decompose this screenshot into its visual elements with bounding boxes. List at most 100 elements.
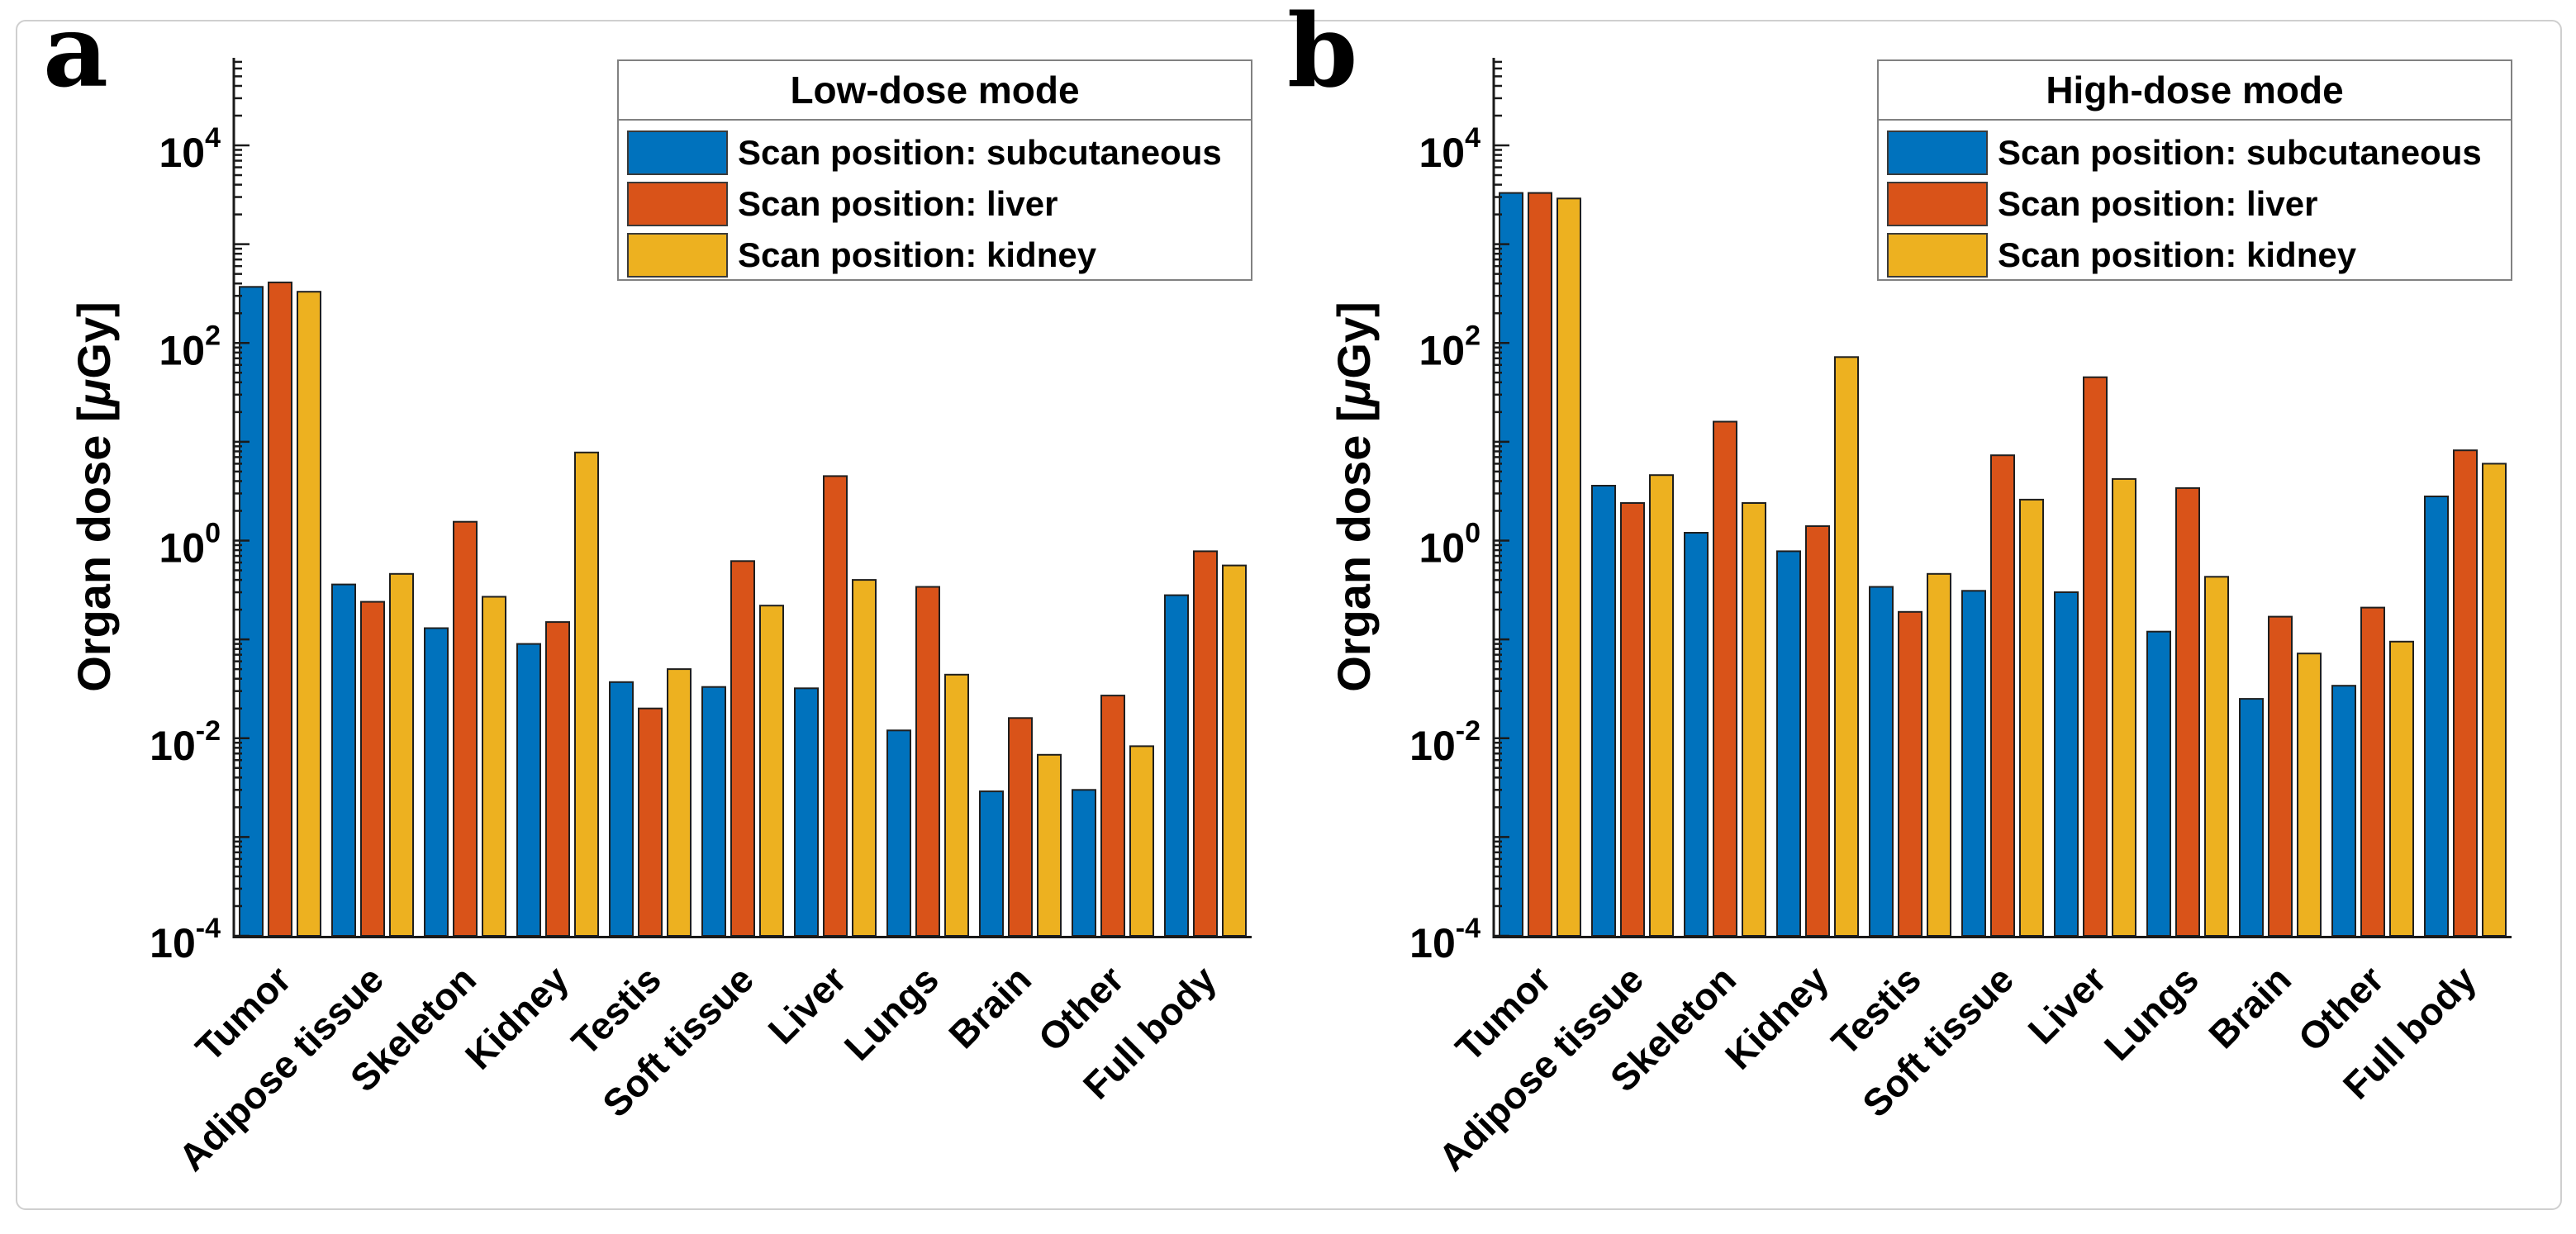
legend-swatch-kidney: [1887, 233, 1988, 278]
bar-low-dose-soft-tissue-kidney: [759, 605, 784, 937]
bar-low-dose-adipose-tissue-subcutaneous: [331, 583, 356, 937]
bar-high-dose-other-subcutaneous: [2331, 685, 2356, 937]
bar-high-dose-skeleton-kidney: [1742, 502, 1766, 937]
bar-low-dose-soft-tissue-subcutaneous: [701, 686, 726, 937]
bar-high-dose-kidney-liver: [1805, 525, 1830, 937]
bar-high-dose-other-liver: [2360, 606, 2385, 937]
y-axis-label-high-dose: Organ dose [μGy]: [1328, 301, 1380, 692]
bar-low-dose-testis-subcutaneous: [609, 681, 634, 937]
bar-high-dose-liver-subcutaneous: [2054, 591, 2079, 937]
bar-high-dose-brain-subcutaneous: [2239, 698, 2264, 937]
bar-low-dose-lungs-liver: [915, 586, 940, 937]
bar-low-dose-tumor-subcutaneous: [239, 286, 264, 937]
series-kidney: [1557, 197, 2507, 937]
bar-low-dose-soft-tissue-liver: [730, 560, 755, 937]
bar-high-dose-tumor-subcutaneous: [1499, 192, 1523, 937]
x-tick-label-low-dose-brain: Brain: [940, 957, 1039, 1056]
series-kidney: [297, 291, 1247, 937]
legend-entry-liver: Scan position: liver: [1887, 179, 2504, 229]
bar-high-dose-adipose-tissue-liver: [1620, 502, 1645, 937]
bar-high-dose-full-body-subcutaneous: [2424, 496, 2449, 937]
y-tick-label-high-dose-1e-4: 10-4: [1409, 913, 1480, 966]
panel-letter-a: a: [43, 0, 109, 110]
legend-high-dose: High-dose mode Scan position: subcutaneo…: [1877, 59, 2512, 281]
series-subcutaneous: [239, 286, 1189, 937]
bar-high-dose-testis-liver: [1898, 610, 1922, 937]
bar-high-dose-adipose-tissue-subcutaneous: [1591, 485, 1616, 937]
legend-swatch-liver: [627, 182, 728, 226]
y-axis-label-low-dose: Organ dose [μGy]: [68, 301, 120, 692]
legend-swatch-subcutaneous: [627, 131, 728, 175]
bar-low-dose-lungs-subcutaneous: [886, 729, 911, 937]
bar-high-dose-kidney-kidney: [1834, 356, 1859, 937]
bar-low-dose-adipose-tissue-kidney: [389, 572, 414, 937]
y-tick-label-low-dose-1e0: 100: [159, 518, 221, 572]
panel-letter-b: b: [1287, 0, 1358, 110]
y-tick-label-low-dose-1e-4: 10-4: [150, 913, 221, 966]
legend-entries: Scan position: subcutaneous Scan positio…: [619, 121, 1251, 280]
y-tick-label-high-dose-1e4: 104: [1419, 122, 1480, 176]
bar-low-dose-full-body-liver: [1193, 550, 1218, 937]
bar-low-dose-tumor-liver: [268, 281, 292, 937]
bar-high-dose-lungs-subcutaneous: [2146, 630, 2171, 937]
bar-low-dose-liver-kidney: [852, 579, 877, 937]
bar-high-dose-brain-kidney: [2297, 653, 2322, 937]
y-tick-label-high-dose-1e-2: 10-2: [1409, 715, 1480, 769]
bar-high-dose-soft-tissue-subcutaneous: [1961, 590, 1986, 937]
bar-low-dose-brain-liver: [1008, 717, 1033, 937]
legend-entry-liver: Scan position: liver: [627, 179, 1244, 229]
bar-low-dose-skeleton-kidney: [482, 596, 506, 937]
legend-entry-subcutaneous: Scan position: subcutaneous: [627, 128, 1244, 178]
bar-high-dose-testis-subcutaneous: [1869, 586, 1894, 937]
bar-high-dose-testis-kidney: [1927, 572, 1951, 937]
legend-title-high-dose: High-dose mode: [1879, 61, 2511, 121]
legend-label-kidney: Scan position: kidney: [1998, 235, 2357, 274]
bar-low-dose-skeleton-liver: [453, 520, 478, 937]
bar-high-dose-full-body-liver: [2453, 449, 2478, 937]
bar-low-dose-kidney-liver: [545, 621, 570, 937]
bar-low-dose-adipose-tissue-liver: [360, 600, 385, 937]
bar-low-dose-other-subcutaneous: [1072, 789, 1096, 937]
bar-high-dose-kidney-subcutaneous: [1776, 550, 1801, 937]
bar-low-dose-liver-subcutaneous: [794, 687, 819, 937]
bar-low-dose-testis-liver: [638, 707, 663, 937]
bar-low-dose-full-body-subcutaneous: [1164, 594, 1189, 937]
bar-high-dose-soft-tissue-kidney: [2019, 498, 2044, 937]
y-ticks-high-dose: [1494, 60, 1509, 937]
bar-high-dose-full-body-kidney: [2482, 463, 2507, 937]
bar-high-dose-skeleton-liver: [1713, 420, 1737, 937]
y-ticks-low-dose: [234, 60, 250, 937]
bar-low-dose-testis-kidney: [667, 668, 692, 937]
bar-low-dose-skeleton-subcutaneous: [424, 627, 449, 937]
legend-label-kidney: Scan position: kidney: [738, 235, 1097, 274]
bar-low-dose-lungs-kidney: [944, 673, 969, 937]
legend-entry-kidney: Scan position: kidney: [1887, 230, 2504, 280]
y-tick-label-low-dose-1e2: 102: [159, 320, 221, 373]
y-tick-label-low-dose-1e4: 104: [159, 122, 221, 176]
bar-low-dose-other-liver: [1100, 695, 1125, 937]
x-tick-label-high-dose-kidney: Kidney: [1717, 957, 1837, 1078]
bar-low-dose-kidney-kidney: [574, 451, 599, 937]
bar-high-dose-brain-liver: [2268, 615, 2293, 937]
legend-label-subcutaneous: Scan position: subcutaneous: [1998, 133, 2482, 172]
bar-high-dose-other-kidney: [2389, 640, 2414, 937]
bar-low-dose-kidney-subcutaneous: [516, 643, 541, 937]
legend-label-subcutaneous: Scan position: subcutaneous: [738, 133, 1222, 172]
bar-low-dose-liver-liver: [823, 475, 848, 937]
legend-swatch-kidney: [627, 233, 728, 278]
legend-label-liver: Scan position: liver: [738, 184, 1058, 223]
bar-low-dose-brain-kidney: [1037, 753, 1062, 937]
legend-entries: Scan position: subcutaneous Scan positio…: [1879, 121, 2511, 280]
legend-low-dose: Low-dose mode Scan position: subcutaneou…: [617, 59, 1252, 281]
bar-high-dose-tumor-kidney: [1557, 197, 1581, 937]
x-tick-label-high-dose-brain: Brain: [2200, 957, 2299, 1056]
bar-high-dose-soft-tissue-liver: [1990, 454, 2015, 937]
bar-high-dose-adipose-tissue-kidney: [1649, 474, 1674, 937]
x-tick-label-high-dose-lungs: Lungs: [2096, 957, 2207, 1068]
legend-swatch-subcutaneous: [1887, 131, 1988, 175]
y-tick-label-high-dose-1e2: 102: [1419, 320, 1480, 373]
bar-high-dose-liver-kidney: [2112, 477, 2136, 937]
x-tick-label-low-dose-kidney: Kidney: [457, 957, 577, 1078]
y-tick-label-high-dose-1e0: 100: [1419, 518, 1480, 572]
